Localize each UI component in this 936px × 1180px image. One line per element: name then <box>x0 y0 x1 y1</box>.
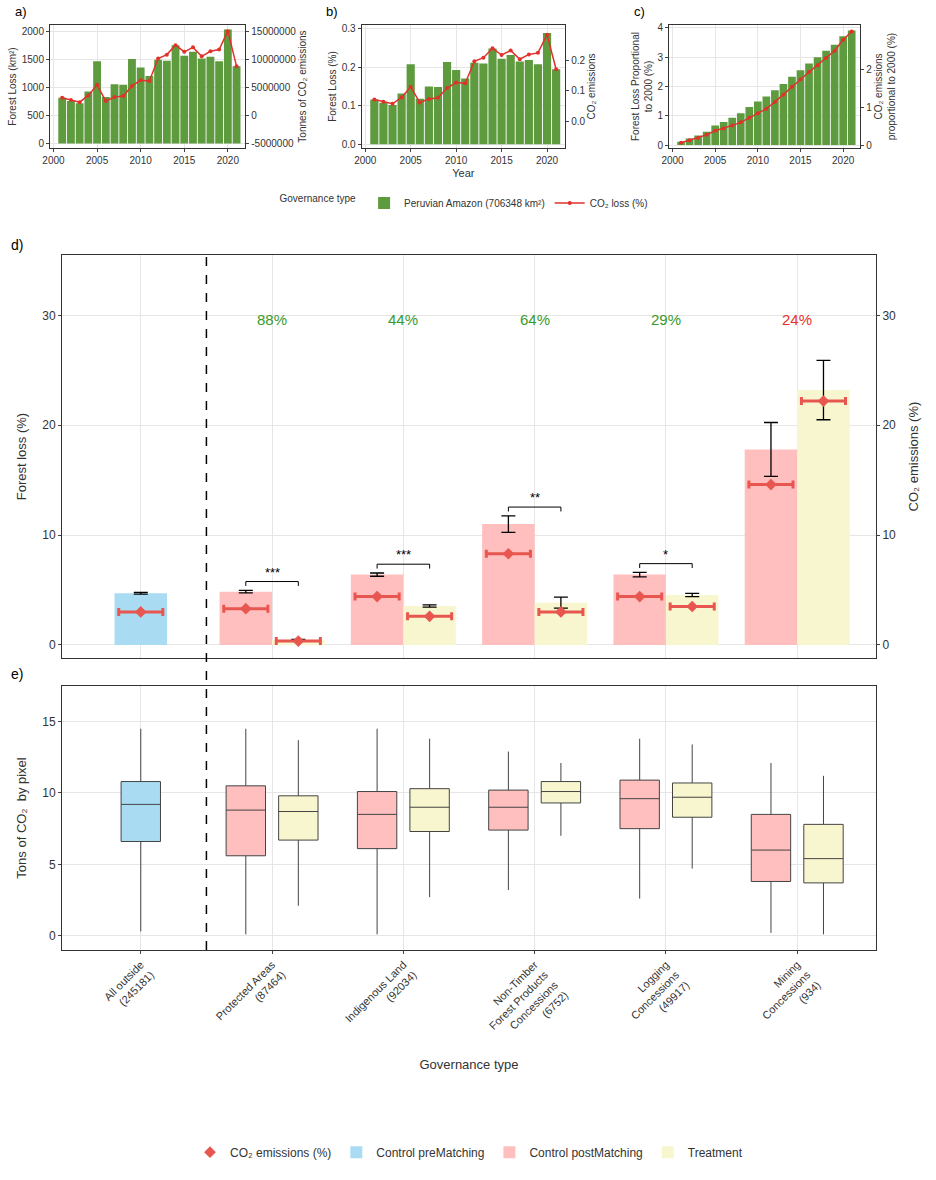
svg-text:10: 10 <box>42 528 56 542</box>
svg-text:0: 0 <box>658 140 664 151</box>
svg-text:2010: 2010 <box>445 155 468 166</box>
svg-text:0.2: 0.2 <box>571 55 585 66</box>
svg-text:-5000000: -5000000 <box>251 138 294 149</box>
svg-text:2010: 2010 <box>130 155 153 166</box>
svg-text:***: *** <box>265 565 280 580</box>
svg-text:CO₂ loss (%): CO₂ loss (%) <box>590 198 648 209</box>
svg-text:2015: 2015 <box>490 155 513 166</box>
svg-text:10000000: 10000000 <box>251 54 296 65</box>
svg-text:2: 2 <box>866 64 872 75</box>
svg-text:1: 1 <box>658 110 664 121</box>
svg-text:d): d) <box>11 237 23 253</box>
svg-text:Forest Loss Proportionalto 200: Forest Loss Proportionalto 2000 (%) <box>630 32 654 141</box>
svg-text:2015: 2015 <box>789 155 812 166</box>
svg-text:30: 30 <box>42 309 56 323</box>
svg-text:3: 3 <box>658 52 664 63</box>
svg-text:Governance type: Governance type <box>419 1057 518 1072</box>
svg-text:0.0: 0.0 <box>571 116 585 127</box>
svg-text:*: * <box>663 547 668 562</box>
svg-text:0: 0 <box>49 638 56 652</box>
svg-text:a): a) <box>15 4 27 19</box>
svg-text:15: 15 <box>42 715 56 729</box>
svg-text:2000: 2000 <box>42 155 65 166</box>
svg-text:2000: 2000 <box>354 155 377 166</box>
svg-text:Year: Year <box>452 167 475 179</box>
svg-text:b): b) <box>326 4 338 19</box>
svg-text:***: *** <box>396 547 411 562</box>
svg-text:0.1: 0.1 <box>342 100 356 111</box>
svg-text:Tons of CO₂ by pixel: Tons of CO₂ by pixel <box>14 757 29 878</box>
svg-text:2010: 2010 <box>747 155 770 166</box>
svg-text:0: 0 <box>49 929 56 943</box>
svg-text:CO₂ emissions (%): CO₂ emissions (%) <box>230 1146 331 1160</box>
svg-text:e): e) <box>11 666 23 682</box>
svg-text:0.1: 0.1 <box>571 85 585 96</box>
svg-text:2020: 2020 <box>536 155 559 166</box>
svg-text:Protected Areas(87464): Protected Areas(87464) <box>214 958 288 1032</box>
svg-text:Peruvian Amazon (706348 km²): Peruvian Amazon (706348 km²) <box>404 198 545 209</box>
svg-text:0: 0 <box>882 638 889 652</box>
svg-text:88%: 88% <box>257 311 287 328</box>
svg-text:2: 2 <box>658 81 664 92</box>
svg-text:MiningConcessions(934): MiningConcessions(934) <box>750 958 824 1032</box>
svg-text:0: 0 <box>38 138 44 149</box>
svg-text:Forest loss (%): Forest loss (%) <box>14 413 29 500</box>
svg-text:CO₂ emissions: CO₂ emissions <box>586 53 597 119</box>
svg-text:20: 20 <box>882 418 896 432</box>
svg-text:Forest Loss (%): Forest Loss (%) <box>327 51 338 122</box>
svg-text:64%: 64% <box>520 311 550 328</box>
svg-text:Tonnes of CO₂ emissions: Tonnes of CO₂ emissions <box>297 30 308 142</box>
svg-text:LoggingConcessions(49917): LoggingConcessions(49917) <box>618 958 692 1032</box>
svg-text:2005: 2005 <box>86 155 109 166</box>
svg-text:44%: 44% <box>388 311 418 328</box>
svg-text:2020: 2020 <box>832 155 855 166</box>
svg-text:0.3: 0.3 <box>342 23 356 34</box>
svg-text:2015: 2015 <box>173 155 196 166</box>
svg-text:Treatment: Treatment <box>688 1146 743 1160</box>
svg-text:1: 1 <box>866 102 872 113</box>
svg-text:5000000: 5000000 <box>251 82 290 93</box>
svg-text:0: 0 <box>866 140 872 151</box>
svg-text:24%: 24% <box>782 311 812 328</box>
svg-text:All outside(245181): All outside(245181) <box>102 959 156 1013</box>
svg-text:2000: 2000 <box>22 26 45 37</box>
svg-text:500: 500 <box>27 110 44 121</box>
svg-text:2005: 2005 <box>704 155 727 166</box>
svg-text:15000000: 15000000 <box>251 26 296 37</box>
svg-text:Control preMatching: Control preMatching <box>376 1146 484 1160</box>
svg-text:5: 5 <box>49 858 56 872</box>
svg-text:CO₂ emissions (%): CO₂ emissions (%) <box>907 402 922 512</box>
svg-text:Non-TimberForest ProductsConce: Non-TimberForest ProductsConcessions(675… <box>477 958 571 1052</box>
svg-text:Control postMatching: Control postMatching <box>529 1146 642 1160</box>
svg-text:c): c) <box>634 4 645 19</box>
svg-text:Governance type: Governance type <box>280 193 357 204</box>
svg-text:0.0: 0.0 <box>342 139 356 150</box>
svg-text:2005: 2005 <box>400 155 423 166</box>
svg-text:CO₂ emissionsproportional to 2: CO₂ emissionsproportional to 2000 (%) <box>873 33 897 140</box>
svg-text:2020: 2020 <box>217 155 240 166</box>
svg-text:0.2: 0.2 <box>342 62 356 73</box>
svg-text:1500: 1500 <box>22 54 45 65</box>
svg-text:29%: 29% <box>651 311 681 328</box>
svg-text:**: ** <box>530 490 540 505</box>
svg-text:1000: 1000 <box>22 82 45 93</box>
svg-text:10: 10 <box>42 786 56 800</box>
svg-text:2000: 2000 <box>661 155 684 166</box>
svg-text:30: 30 <box>882 309 896 323</box>
svg-text:Indigenous Land(92034): Indigenous Land(92034) <box>343 959 419 1035</box>
svg-text:4: 4 <box>658 22 664 33</box>
svg-text:10: 10 <box>882 528 896 542</box>
svg-text:0: 0 <box>251 110 257 121</box>
svg-text:20: 20 <box>42 418 56 432</box>
svg-text:Forest Loss (km²): Forest Loss (km²) <box>7 47 18 125</box>
